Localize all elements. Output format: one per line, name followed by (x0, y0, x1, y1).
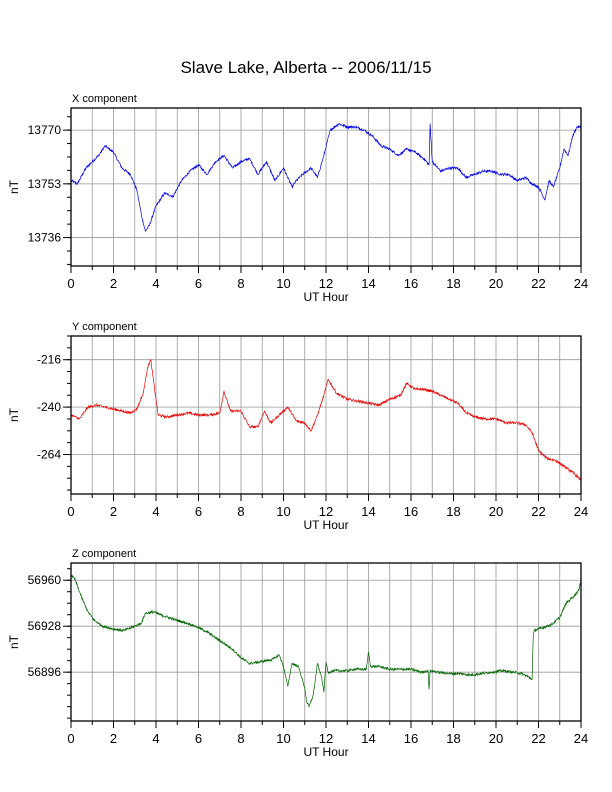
panel-2-y-axis-label: nT (7, 407, 21, 422)
panel-1-x-tick-label: 2 (110, 276, 117, 291)
panel-1-x-tick-label: 4 (152, 276, 159, 291)
panel-2-x-tick-label: 12 (319, 504, 333, 519)
panel-2-y-tick-label: -240 (37, 400, 61, 414)
panel-2-x-tick-label: 4 (152, 504, 159, 519)
panel-3-x-tick-label: 10 (276, 731, 290, 746)
panel-1-series-line (70, 123, 581, 233)
chart-title: Slave Lake, Alberta -- 2006/11/15 (180, 58, 432, 77)
panel-2-x-tick-label: 18 (446, 504, 460, 519)
panel-1-x-tick-label: 18 (446, 276, 460, 291)
panel-3-x-axis-label: UT Hour (303, 745, 348, 759)
panel-2-y-tick-label: -264 (37, 448, 61, 462)
panel-2-x-tick-label: 10 (276, 504, 290, 519)
panel-2-x-tick-label: 2 (110, 504, 117, 519)
panel-2-x-tick-label: 16 (404, 504, 418, 519)
panel-1-y-tick-label: 13753 (28, 177, 62, 191)
panel-2-panel-label: Y component (72, 321, 137, 333)
panel-3-x-tick-label: 6 (195, 731, 202, 746)
panel-3-y-tick-label: 56928 (28, 619, 62, 633)
panel-3-x-tick-label: 0 (67, 731, 74, 746)
panel-1-x-tick-label: 24 (574, 276, 588, 291)
panel-1-panel-label: X component (72, 93, 137, 105)
panel-2-x-tick-label: 22 (531, 504, 545, 519)
panel-2-series-line (70, 358, 582, 481)
panel-1-x-axis-label: UT Hour (303, 290, 348, 304)
panel-3-x-tick-label: 12 (319, 731, 333, 746)
panel-2-x-tick-label: 20 (489, 504, 503, 519)
panel-3-series-line (70, 574, 582, 708)
panel-3-x-tick-label: 14 (361, 731, 375, 746)
panel-1-y-tick-label: 13770 (28, 123, 62, 137)
panel-3-x-tick-label: 22 (531, 731, 545, 746)
panel-2-y-tick-label: -216 (37, 353, 61, 367)
panel-1-x-tick-label: 22 (531, 276, 545, 291)
panel-3-y-axis-label: nT (7, 634, 21, 649)
panel-2-x-tick-label: 6 (195, 504, 202, 519)
panel-3-x-tick-label: 20 (489, 731, 503, 746)
panel-2-x-tick-label: 8 (237, 504, 244, 519)
panel-1-y-axis-label: nT (7, 179, 21, 194)
panel-1-x-tick-label: 14 (361, 276, 375, 291)
panel-2-x-tick-label: 0 (67, 504, 74, 519)
panel-2-x-axis-label: UT Hour (303, 518, 348, 532)
panel-2-x-tick-label: 14 (361, 504, 375, 519)
panel-1-x-tick-label: 6 (195, 276, 202, 291)
panel-1-x-tick-label: 12 (319, 276, 333, 291)
panel-3-x-tick-label: 18 (446, 731, 460, 746)
panel-2-x-tick-label: 24 (574, 504, 588, 519)
panel-3-x-tick-label: 2 (110, 731, 117, 746)
panel-1-y-tick-label: 13736 (28, 231, 62, 245)
panel-3-x-tick-label: 4 (152, 731, 159, 746)
panel-3-x-tick-label: 24 (574, 731, 588, 746)
panel-1-x-tick-label: 20 (489, 276, 503, 291)
panel-3-y-tick-label: 56960 (28, 573, 62, 587)
panel-3-panel-label: Z component (72, 548, 136, 560)
panel-3-y-tick-label: 56896 (28, 665, 62, 679)
panel-3-x-tick-label: 16 (404, 731, 418, 746)
panel-1-x-tick-label: 16 (404, 276, 418, 291)
panel-1-x-tick-label: 0 (67, 276, 74, 291)
panel-1-x-tick-label: 8 (237, 276, 244, 291)
panel-1-x-tick-label: 10 (276, 276, 290, 291)
panel-3-x-tick-label: 8 (237, 731, 244, 746)
